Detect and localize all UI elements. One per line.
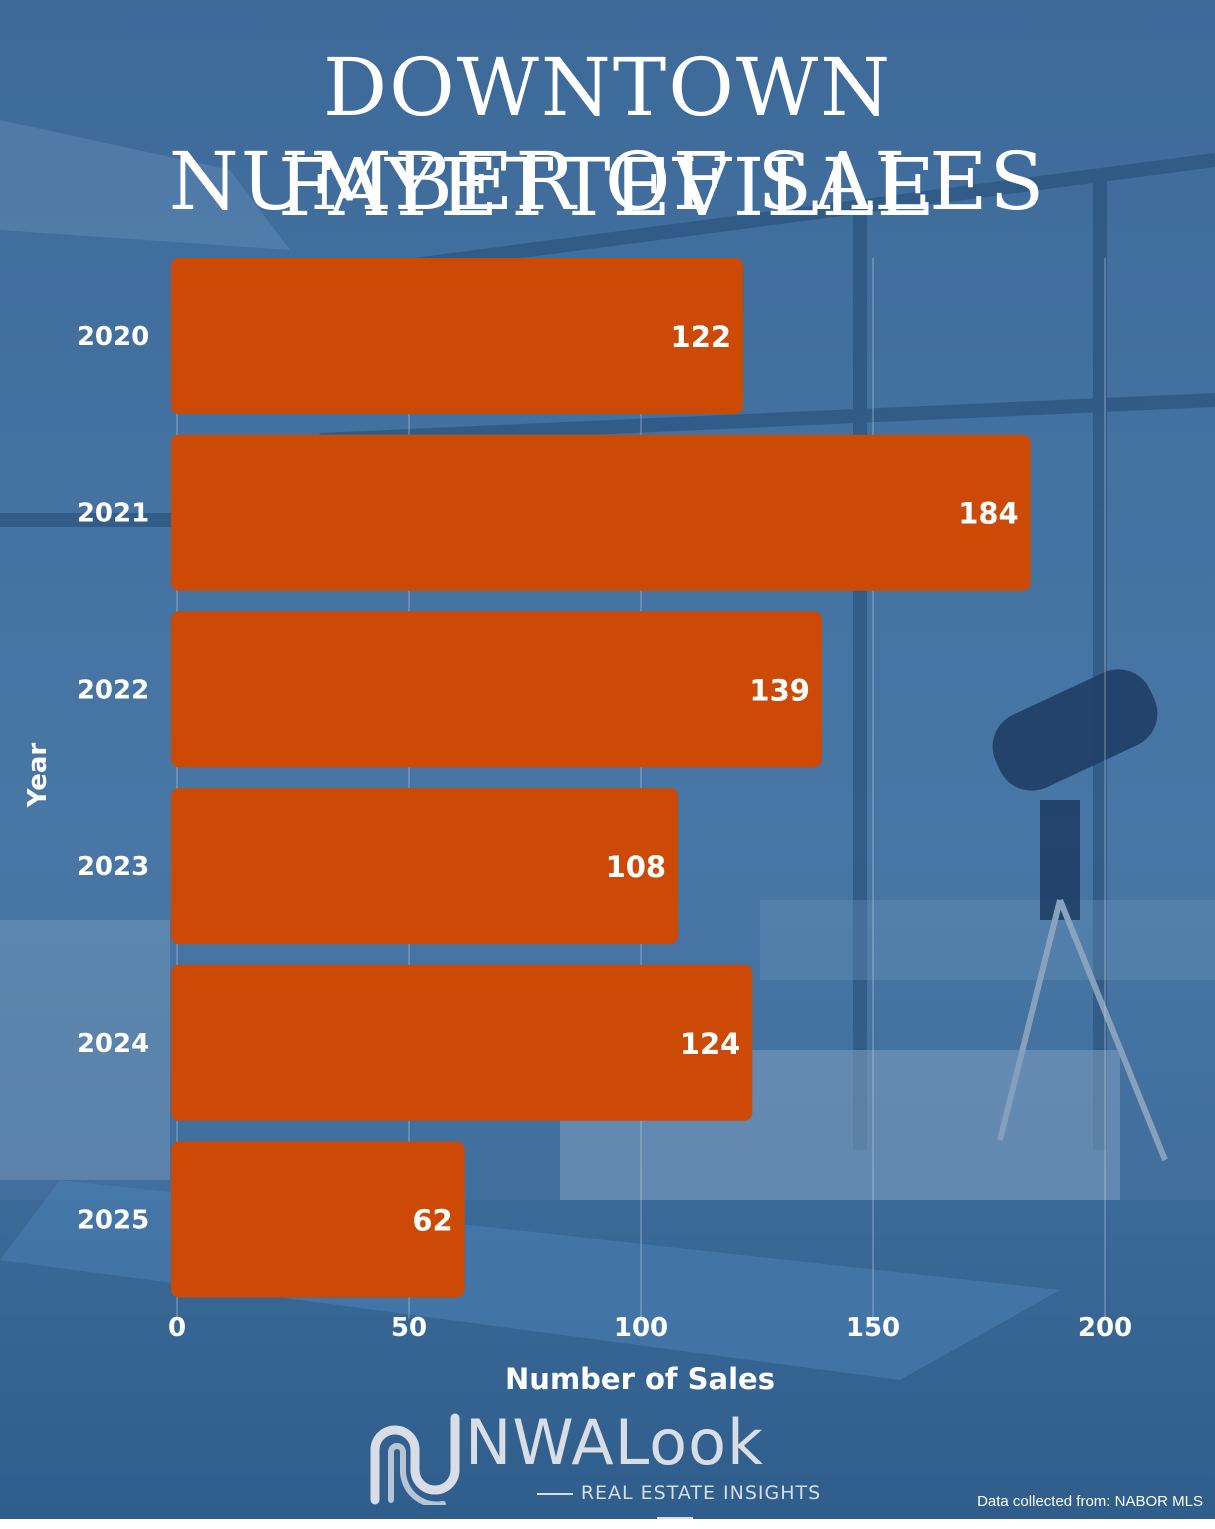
bar-value-label: 124 — [680, 1027, 741, 1061]
y-category-label: 2024 — [77, 1029, 149, 1059]
data-source-note: Data collected from: NABOR MLS — [977, 1493, 1203, 1510]
y-category-label: 2025 — [77, 1206, 149, 1236]
y-axis-categories: 2020 2021 2022 2023 2024 2025 — [77, 322, 149, 1236]
logo-tagline: REAL ESTATE INSIGHTS — [510, 1481, 840, 1529]
bar-2022 — [171, 611, 822, 767]
y-category-label: 2023 — [77, 852, 149, 882]
y-category-label: 2021 — [77, 499, 149, 529]
logo-tagline-text: REAL ESTATE INSIGHTS — [581, 1482, 821, 1504]
bar-2021 — [171, 435, 1031, 591]
bar-value-label: 62 — [412, 1204, 452, 1238]
y-category-label: 2022 — [77, 675, 149, 705]
bar-value-label: 122 — [671, 320, 732, 354]
y-category-label: 2020 — [77, 322, 149, 352]
x-axis-label: Number of Sales — [505, 1362, 775, 1396]
bar-2024 — [171, 965, 752, 1121]
y-axis-label: Year — [23, 743, 53, 809]
tagline-dash-right — [657, 1517, 693, 1519]
x-tick-label: 200 — [1078, 1313, 1132, 1343]
x-tick-label: 0 — [168, 1313, 186, 1343]
bar-2020 — [171, 258, 743, 414]
x-axis-ticks: 0 50 100 150 200 — [168, 1313, 1132, 1343]
bar-value-label: 184 — [958, 497, 1019, 531]
bar-value-label: 108 — [606, 850, 667, 884]
x-tick-label: 150 — [846, 1313, 900, 1343]
bar-value-label: 139 — [749, 673, 810, 707]
bars: 122 184 139 108 124 62 — [171, 258, 1031, 1298]
tagline-dash-left — [537, 1493, 573, 1495]
bar-2023 — [171, 788, 678, 944]
x-tick-label: 100 — [614, 1313, 668, 1343]
logo-wordmark: NWALook — [465, 1408, 764, 1478]
x-tick-label: 50 — [391, 1313, 427, 1343]
nwalook-logo-icon — [367, 1410, 462, 1505]
